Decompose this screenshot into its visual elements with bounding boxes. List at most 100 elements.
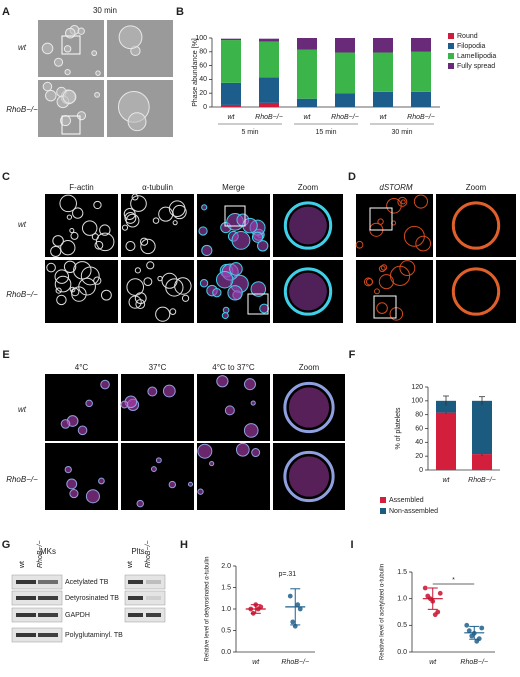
cell [52,235,64,247]
y-tick-label: 1.0 [221,606,231,613]
cell [91,50,98,57]
y-tick-label: 0 [419,467,423,474]
bar-segment [259,102,279,107]
band [146,596,161,600]
label: GAPDH [65,612,90,619]
panel-letter: F [349,349,356,361]
cell [121,224,129,231]
cell [197,443,213,459]
cell [91,233,99,241]
cell [72,207,84,219]
blot [124,574,166,590]
cell [187,481,194,487]
band [16,580,36,584]
label: Detyrosinated TB [65,595,119,602]
y-tick-label: 60 [415,425,423,432]
y-tick-label: 1.0 [397,596,407,603]
cell [289,272,327,311]
bar-segment [297,98,317,107]
cell [378,274,394,290]
cell [397,196,408,207]
bar-segment [373,38,393,53]
cell [45,89,57,102]
cell [94,240,104,250]
cell [136,499,144,508]
data-point [297,606,303,612]
y-tick-label: 1.5 [221,584,231,591]
x-tick-label: RhoB−/− [255,114,283,121]
bar-segment [259,77,279,103]
y-tick-label: 0.5 [221,627,231,634]
label: 30 min [93,6,117,15]
cell [250,281,267,297]
y-axis-label: Relative level of acetylated α-tubulin [380,564,386,660]
bar-segment [411,91,431,107]
label: wt [18,405,27,414]
micrograph [356,194,433,257]
bar-segment [436,412,456,470]
panel-letter: D [348,171,356,183]
cell [139,237,149,246]
y-tick-label: 20 [199,90,207,97]
blot [124,607,166,623]
panel-letter: B [176,6,184,18]
panel-letter: I [350,539,353,551]
cell [53,57,64,67]
band [128,580,143,584]
label: MKs [40,547,56,556]
legend-swatch [380,508,386,514]
cell [355,240,364,249]
label: Acetylated TB [65,579,109,586]
cell [365,278,374,286]
cell [224,405,235,416]
bar-segment [335,93,355,107]
cell [77,27,85,35]
cell [150,466,157,473]
blot [11,627,63,643]
bar-segment [472,400,492,455]
panel-letter: H [180,539,188,551]
y-tick-label: 0.0 [397,649,407,656]
x-tick-label: RhoB−/− [281,659,309,666]
cell [257,240,269,252]
y-tick-label: 100 [411,398,423,405]
cell [288,387,330,428]
annotation: p=.31 [278,571,296,578]
y-tick-label: 0 [203,104,207,111]
cell [125,241,136,252]
label: F-actin [69,183,93,192]
bar-segment [259,38,279,42]
cell [62,89,77,104]
zoom-box [224,205,246,227]
data-point [437,590,443,596]
cell [231,230,251,250]
cell [99,224,111,236]
cell [376,302,388,314]
x-tick-label: RhoB−/− [460,659,488,666]
cell [71,286,87,302]
label: RhoB−/− [6,475,38,484]
x-tick-label: RhoB−/− [331,114,359,121]
band [16,633,36,637]
cell [172,220,178,226]
cell [73,261,92,280]
cell [63,45,72,53]
zoom-box [373,295,397,319]
label: wt [127,561,134,569]
blot [124,590,166,606]
label: 4°C to 37°C [212,363,255,372]
legend-label: Fully spread [457,63,495,70]
y-tick-label: 1.5 [397,569,407,576]
cell [378,265,386,273]
cell [100,379,110,390]
data-point [479,625,485,631]
cell [155,457,162,464]
cell [215,271,234,289]
micrograph [436,194,516,257]
cell [94,91,100,98]
data-point [476,636,482,642]
micrograph [45,443,118,510]
cell [54,275,72,293]
